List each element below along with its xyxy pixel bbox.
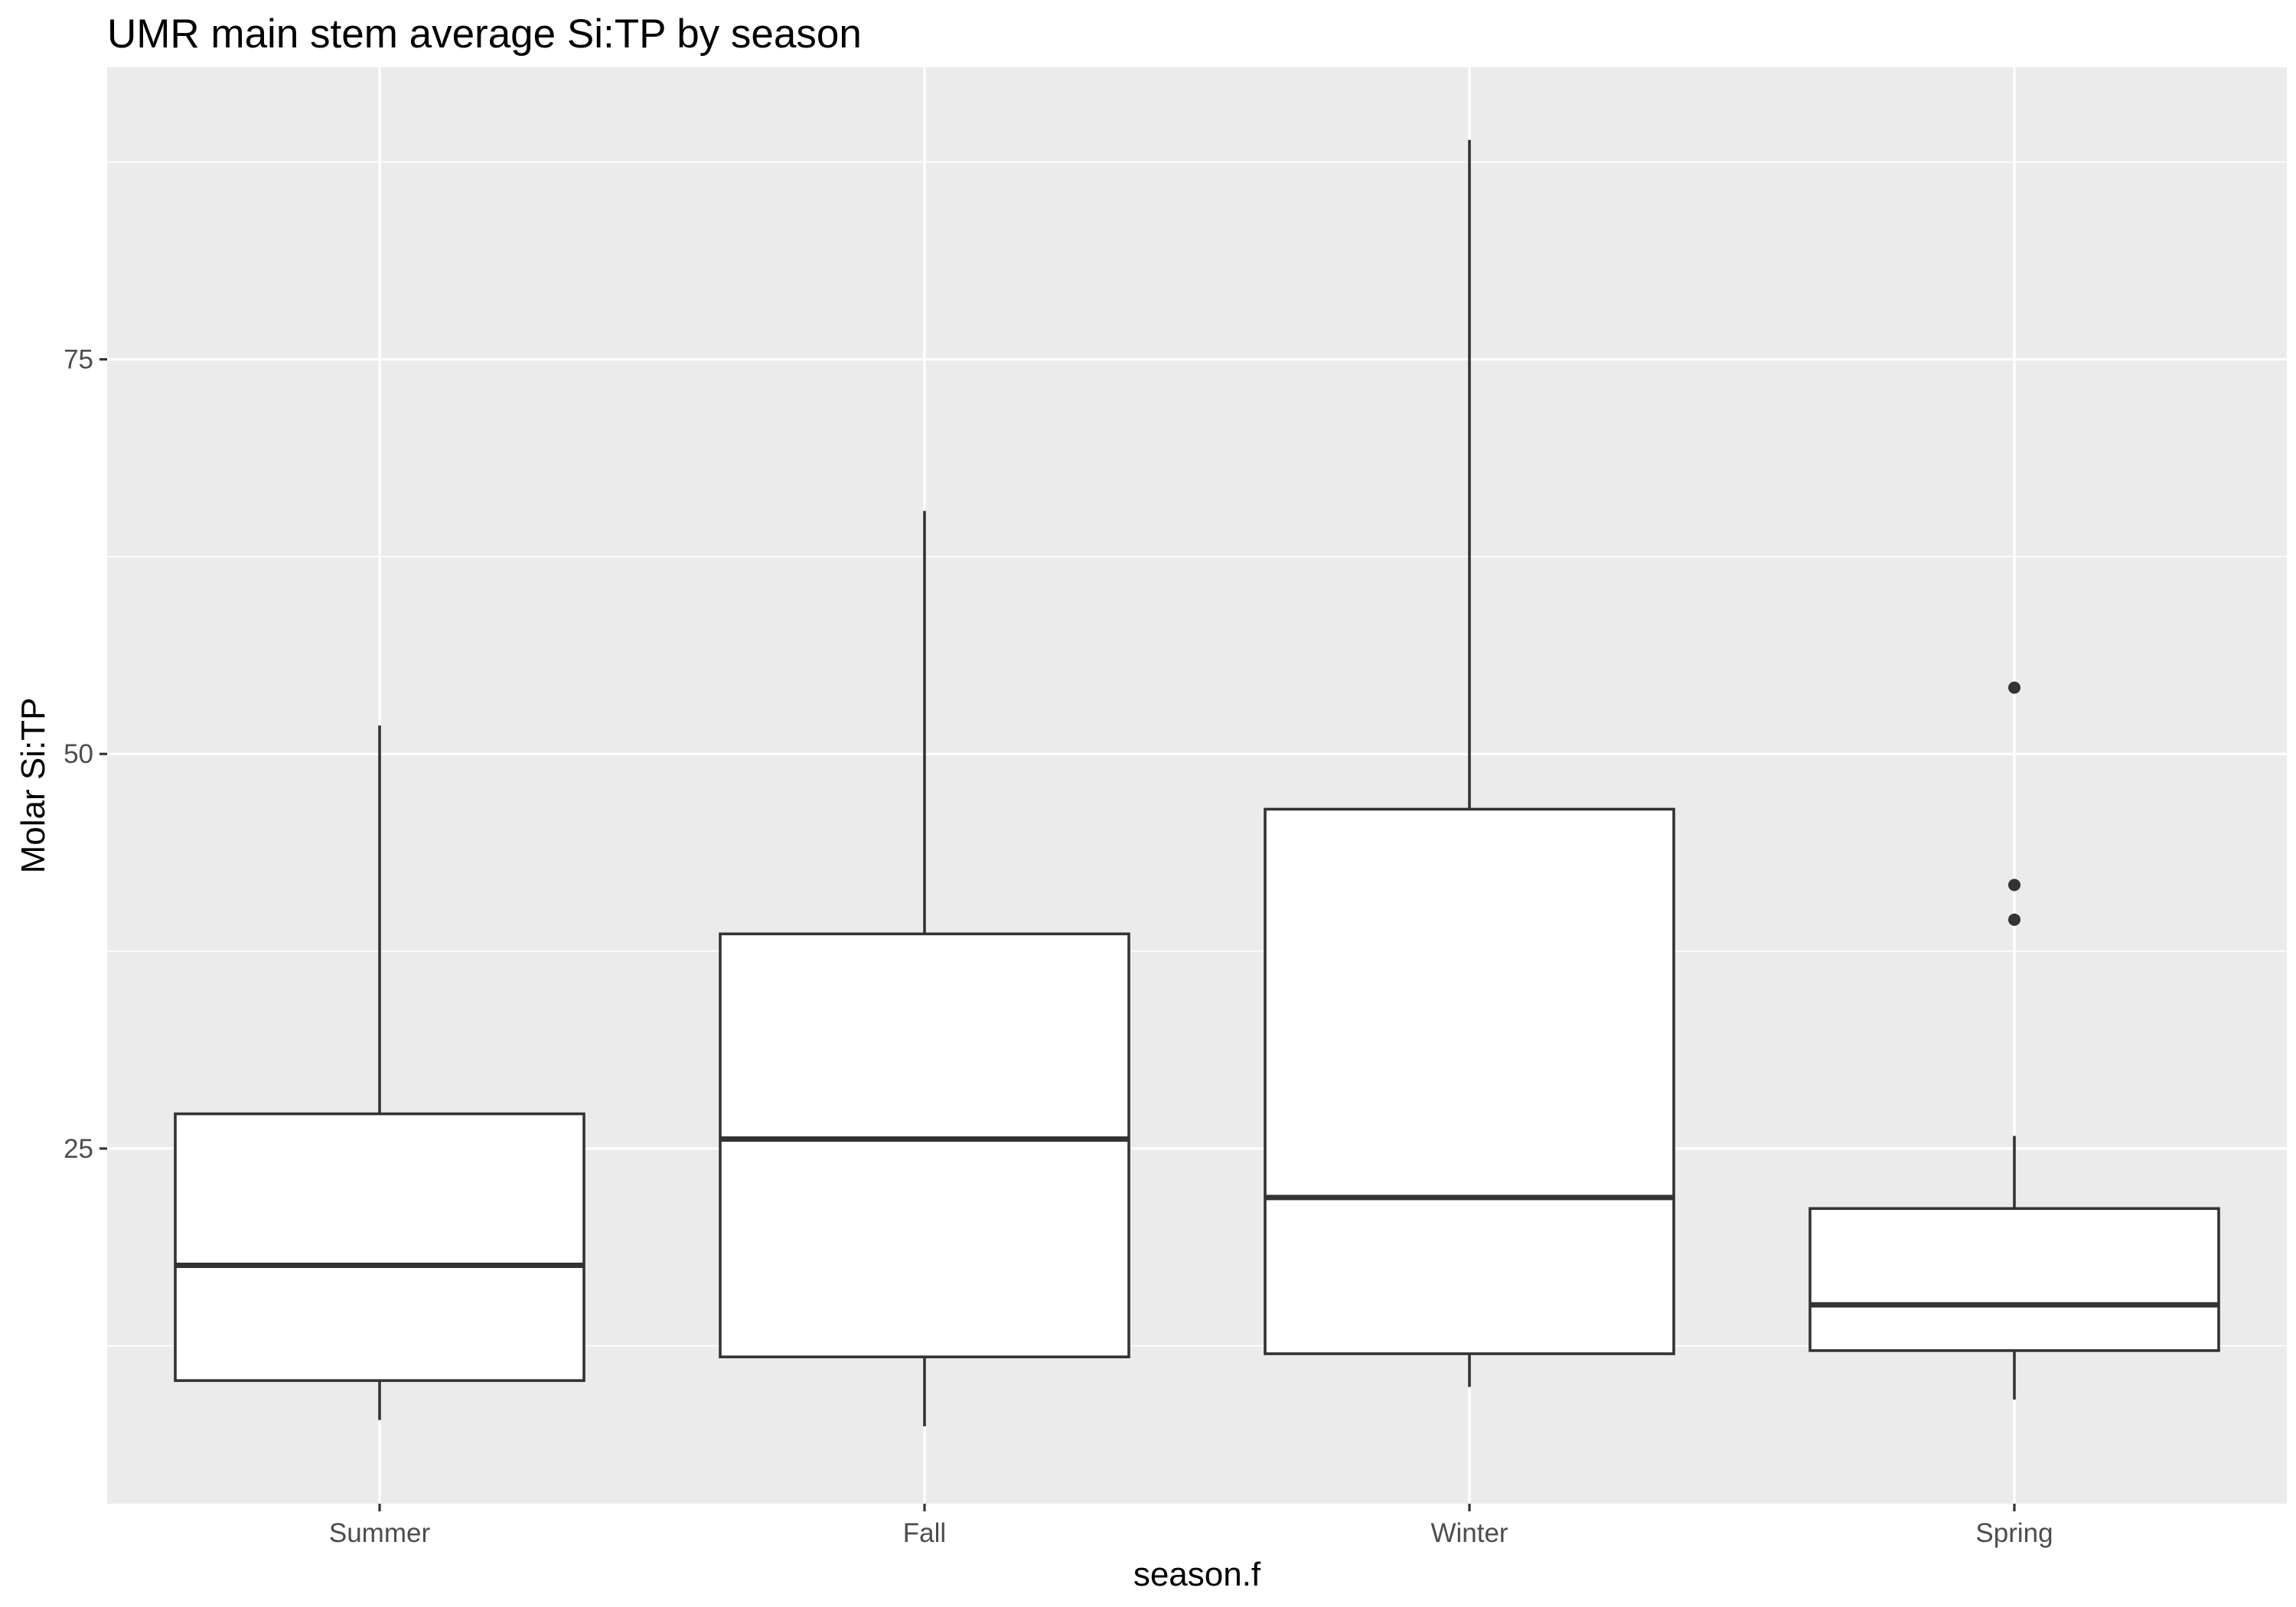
y-tick-label-0: 25 [64,1134,93,1164]
box-summer [174,725,585,1420]
y-tick-label-1: 50 [64,739,93,769]
box-series [174,139,2220,1426]
x-tick-label-fall: Fall [903,1518,946,1548]
outlier-spring-2 [2008,913,2020,926]
chart-title: UMR main stem average Si:TP by season [107,11,862,57]
iqr-box-fall [719,932,1130,1358]
y-axis-title: Molar Si:TP [15,698,52,874]
y-axis: 25 50 75 [64,345,107,1164]
box-winter [1264,139,1675,1387]
x-axis-title: season.f [1133,1556,1261,1593]
x-tick-label-spring: Spring [1975,1518,2053,1548]
box-spring [1808,681,2220,1400]
iqr-box-winter [1264,807,1675,1355]
x-axis: Summer Fall Winter Spring [329,1504,2053,1548]
box-fall [719,510,1130,1426]
x-tick-label-winter: Winter [1430,1518,1508,1548]
iqr-box-spring [1808,1207,2220,1352]
iqr-box-summer [174,1112,585,1382]
outlier-spring-1 [2008,878,2020,892]
y-tick-label-2: 75 [64,345,93,375]
x-tick-label-summer: Summer [329,1518,431,1548]
outlier-spring-0 [2008,681,2020,694]
